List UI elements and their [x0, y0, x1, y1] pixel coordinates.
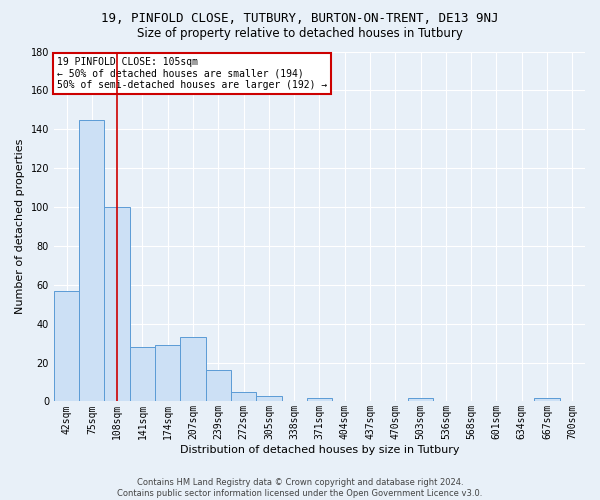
Bar	[307, 398, 332, 402]
Text: Size of property relative to detached houses in Tutbury: Size of property relative to detached ho…	[137, 28, 463, 40]
Bar	[181, 338, 206, 402]
Bar	[130, 347, 155, 402]
Bar	[79, 120, 104, 402]
Bar	[231, 392, 256, 402]
Bar	[256, 396, 281, 402]
Y-axis label: Number of detached properties: Number of detached properties	[15, 139, 25, 314]
Bar	[206, 370, 231, 402]
Bar	[155, 345, 181, 402]
Bar	[535, 398, 560, 402]
Text: Contains HM Land Registry data © Crown copyright and database right 2024.
Contai: Contains HM Land Registry data © Crown c…	[118, 478, 482, 498]
Text: 19 PINFOLD CLOSE: 105sqm
← 50% of detached houses are smaller (194)
50% of semi-: 19 PINFOLD CLOSE: 105sqm ← 50% of detach…	[56, 56, 327, 90]
Bar	[104, 207, 130, 402]
Text: 19, PINFOLD CLOSE, TUTBURY, BURTON-ON-TRENT, DE13 9NJ: 19, PINFOLD CLOSE, TUTBURY, BURTON-ON-TR…	[101, 12, 499, 26]
X-axis label: Distribution of detached houses by size in Tutbury: Distribution of detached houses by size …	[180, 445, 459, 455]
Bar	[54, 290, 79, 402]
Bar	[408, 398, 433, 402]
